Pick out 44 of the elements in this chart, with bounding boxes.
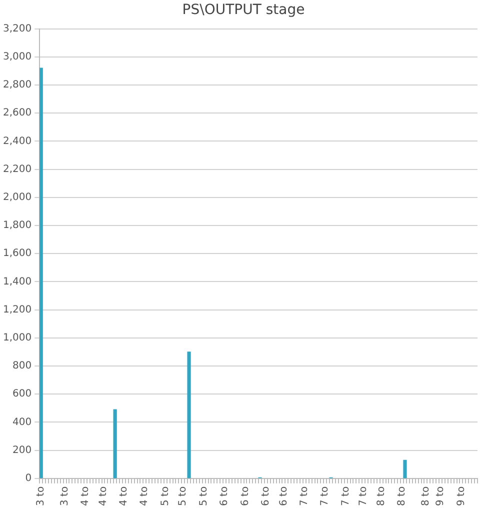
x-tick-label: 5 to	[160, 486, 171, 506]
y-tick-label: 3,000	[2, 51, 32, 62]
x-tick-label: 5 to	[198, 486, 210, 506]
y-tick-label: 3,200	[2, 23, 32, 34]
y-tick-label: 800	[12, 360, 32, 372]
y-tick-label: 2,400	[2, 136, 32, 147]
y-tick-label: 2,600	[2, 108, 32, 119]
x-tick-label: 3 to	[59, 486, 70, 506]
y-tick-label: 1,800	[2, 220, 32, 232]
y-tick-label: 2,200	[2, 164, 32, 175]
x-tick-label: 8 to	[376, 486, 387, 506]
bar	[403, 460, 407, 478]
y-tick-label: 200	[12, 444, 32, 456]
x-tick-label: 6 to	[219, 486, 230, 506]
y-tick-label: 2,800	[2, 80, 32, 91]
y-tick-label: 1,000	[2, 332, 32, 344]
x-tick-label: 8 to	[420, 486, 432, 506]
y-tick-label: 0	[25, 473, 32, 484]
bar	[187, 352, 191, 478]
x-tick-label: 4 to	[139, 486, 150, 506]
x-tick-label: 4 to	[118, 486, 130, 506]
x-tick-label: 6 to	[260, 486, 272, 506]
x-tick-label: 7 to	[298, 486, 310, 506]
x-tick-label: 6 to	[240, 486, 251, 506]
x-tick-label: 8 to	[396, 486, 408, 506]
x-tick-label: 7 to	[340, 486, 352, 506]
chart-title: PS\OUTPUT stage	[182, 2, 305, 18]
y-tick-label: 1,200	[2, 304, 32, 316]
x-tick-label: 7 to	[320, 486, 331, 506]
bar	[40, 68, 43, 478]
x-tick-label: 5 to	[178, 486, 189, 506]
bar	[113, 409, 117, 478]
y-tick-label: 600	[12, 388, 32, 400]
y-tick-label: 1,600	[2, 248, 32, 260]
x-tick-label: 9 to	[435, 486, 446, 506]
x-tick-label: 4 to	[80, 486, 92, 506]
y-tick-label: 1,400	[2, 276, 32, 288]
y-tick-label: 2,000	[2, 192, 32, 203]
x-tick-label: 4 to	[98, 486, 109, 506]
x-tick-label: 3 to	[36, 486, 47, 506]
x-tick-label: 9 to	[456, 486, 467, 506]
y-tick-label: 400	[12, 416, 32, 428]
x-tick-label: 6 to	[278, 486, 290, 506]
x-tick-label: 7 to	[358, 486, 370, 506]
